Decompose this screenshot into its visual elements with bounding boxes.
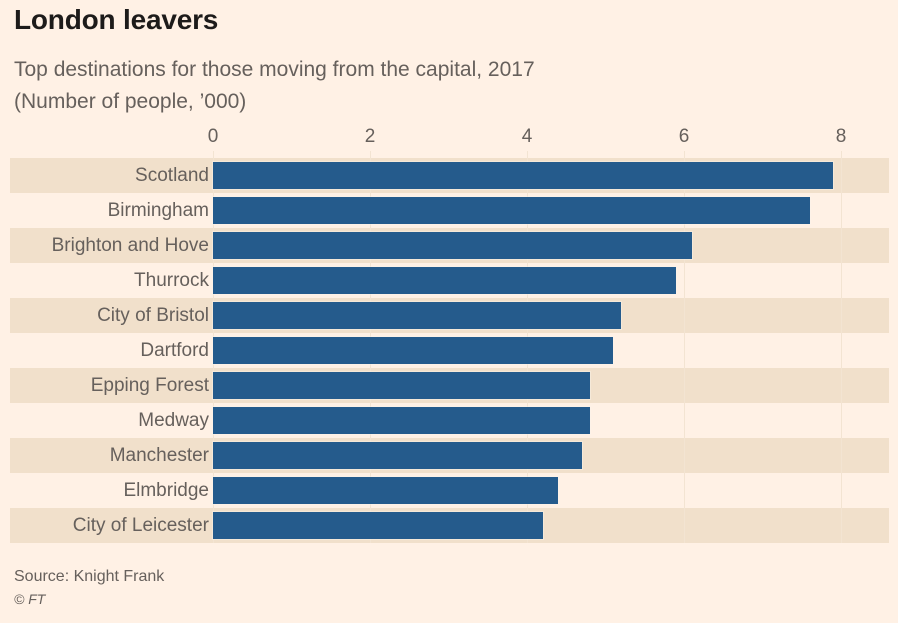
chart-title: London leavers: [14, 4, 219, 35]
bar: [213, 372, 590, 399]
bar-chart: Scotland Birmingham Brighton and Hove Thurr…: [10, 158, 889, 543]
bar: [213, 512, 543, 539]
x-axis: 0 2 4 6 8: [0, 126, 898, 150]
bar: [213, 477, 559, 504]
bar: [213, 302, 622, 329]
bar-label: Dartford: [140, 340, 209, 361]
bar: [213, 232, 692, 259]
x-axis-tick: 4: [521, 126, 533, 147]
bar-row: Elmbridge: [10, 473, 889, 508]
bar: [213, 197, 810, 224]
bar-label: Birmingham: [107, 200, 209, 221]
chart-subtitle-line1: Top destinations for those moving from t…: [14, 58, 535, 81]
bar: [213, 162, 834, 189]
bar-label: Elmbridge: [123, 480, 209, 501]
bar-label: Thurrock: [134, 270, 209, 291]
x-axis-tick: 0: [207, 126, 219, 147]
bar: [213, 407, 590, 434]
chart-subtitle: Top destinations for those moving from t…: [14, 54, 535, 118]
bar-label: Brighton and Hove: [51, 235, 209, 256]
x-axis-tick: 8: [835, 126, 847, 147]
chart-subtitle-line2: (Number of people, ’000): [14, 90, 247, 113]
bar-row: Thurrock: [10, 263, 889, 298]
bar-label: Scotland: [135, 165, 209, 186]
bar-label: City of Leicester: [72, 515, 209, 536]
bar-label: Medway: [138, 410, 209, 431]
bar: [213, 337, 614, 364]
bar: [213, 267, 677, 294]
bar-row: City of Leicester: [10, 508, 889, 543]
bar-label: Epping Forest: [90, 375, 209, 396]
bar-label: Manchester: [109, 445, 209, 466]
bar-row: City of Bristol: [10, 298, 889, 333]
bar-row: Brighton and Hove: [10, 228, 889, 263]
bar-row: Dartford: [10, 333, 889, 368]
x-axis-tick: 2: [364, 126, 376, 147]
x-axis-tick: 6: [678, 126, 690, 147]
bar-row: Manchester: [10, 438, 889, 473]
bar-row: Epping Forest: [10, 368, 889, 403]
bar-row: Birmingham: [10, 193, 889, 228]
bar-row: Medway: [10, 403, 889, 438]
bar: [213, 442, 582, 469]
bar-label: City of Bristol: [97, 305, 209, 326]
ft-copyright: © FT: [14, 591, 46, 607]
bar-row: Scotland: [10, 158, 889, 193]
source-text: Source: Knight Frank: [14, 568, 165, 585]
